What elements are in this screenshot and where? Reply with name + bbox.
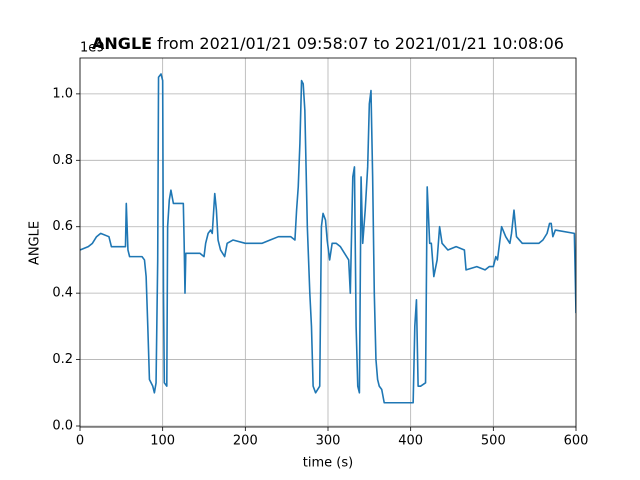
title-rest: from 2021/01/21 09:58:07 to 2021/01/21 1… — [157, 34, 564, 53]
y-tick-label: 0.6 — [52, 219, 73, 234]
chart-title: ANGLE from 2021/01/21 09:58:07 to 2021/01… — [92, 34, 564, 53]
y-tick-label: 0.0 — [52, 419, 73, 434]
y-offset-label: 1e9 — [80, 41, 105, 56]
data-line — [80, 73, 576, 404]
x-axis-label: time (s) — [303, 456, 353, 471]
y-axis-label: ANGLE — [28, 221, 43, 265]
title-bold: ANGLE — [92, 34, 152, 53]
y-tick-label: 0.8 — [52, 153, 73, 168]
x-tick-label: 300 — [316, 434, 341, 449]
x-tick-label: 400 — [398, 434, 423, 449]
y-tick-label: 0.2 — [52, 352, 73, 367]
x-tick-label: 500 — [481, 434, 506, 449]
x-tick-label: 100 — [150, 434, 175, 449]
y-tick-label: 1.0 — [52, 86, 73, 101]
plot-frame — [79, 57, 577, 428]
y-tick-label: 0.4 — [52, 286, 73, 301]
x-tick-label: 200 — [233, 434, 258, 449]
x-tick-label: 0 — [76, 434, 84, 449]
x-tick-label: 600 — [564, 434, 589, 449]
